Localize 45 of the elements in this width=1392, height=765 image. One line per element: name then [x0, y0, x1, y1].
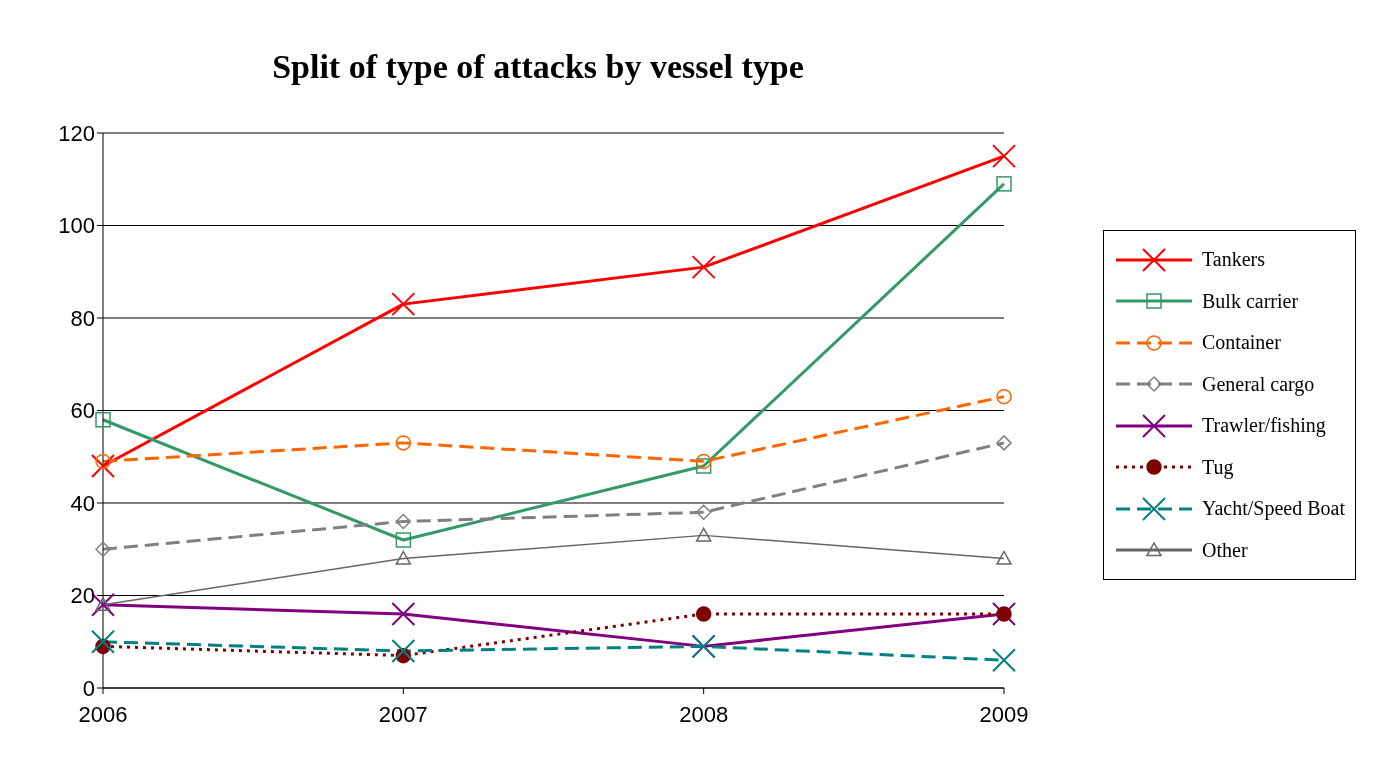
chart-title: Split of type of attacks by vessel type: [271, 48, 805, 86]
legend-label: Trawler/fishing: [1202, 414, 1326, 438]
point: [996, 388, 1012, 405]
point: [395, 435, 412, 451]
point: [695, 504, 712, 520]
point: [91, 454, 115, 478]
point: [695, 458, 712, 474]
x-tick-label: 2006: [78, 701, 128, 727]
x-tick-label: 2007: [378, 701, 428, 727]
y-tick-label: 20: [70, 583, 95, 609]
point: [95, 541, 111, 557]
y-tick-label: 40: [70, 490, 95, 516]
point: [391, 292, 416, 317]
legend-label: Yacht/Speed Boat: [1202, 497, 1345, 521]
legend-label: Other: [1202, 538, 1248, 562]
point: [395, 532, 412, 548]
point: [395, 513, 412, 530]
point: [695, 453, 712, 470]
point: [391, 602, 416, 626]
point: [992, 648, 1016, 673]
legend-label: General cargo: [1202, 372, 1315, 396]
point: [996, 550, 1012, 565]
legend-label: Bulk carrier: [1202, 289, 1299, 313]
y-tick-label: 100: [58, 213, 95, 239]
x-tick-label: 2008: [679, 701, 729, 727]
point: [391, 639, 416, 663]
point: [695, 527, 712, 542]
x-tick-label: 2009: [979, 701, 1029, 727]
point: [992, 144, 1016, 169]
y-tick-label: 80: [70, 305, 95, 331]
y-tick-label: 0: [82, 675, 95, 701]
legend-label: Container: [1202, 331, 1281, 355]
point: [996, 435, 1012, 451]
point: [91, 629, 115, 654]
point: [95, 453, 111, 470]
point: [996, 176, 1012, 192]
point: [691, 255, 716, 280]
legend-label: Tug: [1202, 455, 1234, 479]
point: [95, 412, 111, 428]
point: [395, 550, 412, 565]
point: [695, 606, 712, 622]
y-tick-label: 60: [70, 398, 95, 424]
legend-label: Tankers: [1202, 248, 1266, 272]
y-tick-label: 120: [58, 120, 95, 146]
point: [95, 597, 111, 612]
